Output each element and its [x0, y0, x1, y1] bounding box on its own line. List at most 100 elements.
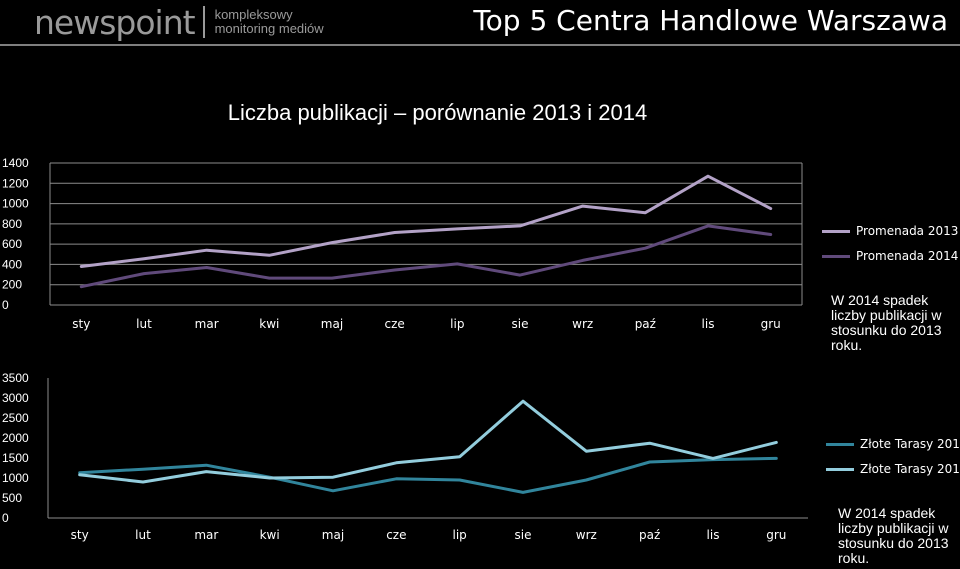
- data-point-promenada-2014: [520, 275, 521, 276]
- zlote-tarasy-x-tick-label: lut: [135, 528, 151, 542]
- data-point-promenada-2013: [394, 232, 395, 233]
- data-point-promenada-2014: [332, 278, 333, 279]
- data-point-zlote-tarasy-2014: [459, 480, 460, 481]
- promenada-y-tick-label: 400: [2, 257, 22, 271]
- legend-swatch-promenada-2014: [822, 255, 850, 258]
- data-point-zlote-tarasy-2013: [79, 474, 80, 475]
- zlote-tarasy-x-tick-label: maj: [322, 528, 344, 542]
- data-point-promenada-2013: [520, 225, 521, 226]
- zlote-tarasy-x-tick-label: cze: [386, 528, 406, 542]
- data-point-promenada-2014: [708, 225, 709, 226]
- promenada-x-tick-label: mar: [195, 317, 219, 331]
- zlote-tarasy-y-tick-label: 1000: [2, 471, 29, 485]
- promenada-y-tick-label: 800: [2, 217, 22, 231]
- zlote-tarasy-chart: 0 500 1000 1500 2000 2500 3000 3500 sty lut mar kwi…: [0, 368, 810, 558]
- zlote-tarasy-x-tick-label: lip: [453, 528, 467, 542]
- data-point-zlote-tarasy-2014: [79, 472, 80, 473]
- data-point-zlote-tarasy-2014: [333, 490, 334, 491]
- data-point-zlote-tarasy-2014: [523, 492, 524, 493]
- legend-zlote-tarasy-2013: Złote Tarasy 2013: [826, 462, 960, 476]
- legend-promenada-2014: Promenada 2014: [822, 249, 958, 263]
- promenada-y-tick-label: 1400: [2, 156, 29, 170]
- zlote-tarasy-y-tick-label: 2500: [2, 411, 29, 425]
- legend-label-zlote-tarasy-2014: Złote Tarasy 2014: [860, 437, 960, 451]
- promenada-y-tick-label: 600: [2, 237, 22, 251]
- data-point-promenada-2013: [645, 212, 646, 213]
- legend-label-promenada-2013: Promenada 2013: [856, 224, 958, 238]
- page-title: Top 5 Centra Handlowe Warszawa: [473, 4, 948, 37]
- data-point-zlote-tarasy-2013: [459, 456, 460, 457]
- chart-title: Liczba publikacji – porównanie 2013 i 20…: [0, 100, 875, 126]
- data-point-promenada-2014: [770, 234, 771, 235]
- promenada-x-tick-label: sty: [72, 317, 90, 331]
- promenada-y-tick-label: 1200: [2, 176, 29, 190]
- data-point-zlote-tarasy-2013: [586, 451, 587, 452]
- legend-promenada-2013: Promenada 2013: [822, 224, 958, 238]
- legend-label-promenada-2014: Promenada 2014: [856, 249, 958, 263]
- promenada-x-tick-label: gru: [761, 317, 781, 331]
- data-point-zlote-tarasy-2013: [143, 482, 144, 483]
- data-point-promenada-2014: [645, 248, 646, 249]
- header-bar: newspoint kompleksowy monitoring mediów …: [0, 0, 960, 44]
- series-line-promenada-2013: [81, 176, 770, 266]
- data-point-promenada-2014: [144, 273, 145, 274]
- data-point-promenada-2013: [770, 208, 771, 209]
- data-point-promenada-2014: [457, 263, 458, 264]
- promenada-x-tick-label: cze: [385, 317, 405, 331]
- data-point-zlote-tarasy-2014: [206, 465, 207, 466]
- data-point-promenada-2013: [332, 242, 333, 243]
- legend-swatch-promenada-2013: [822, 230, 850, 233]
- legend-swatch-zlote-tarasy-2014: [826, 443, 854, 446]
- zlote-tarasy-y-tick-label: 500: [2, 491, 22, 505]
- data-point-promenada-2014: [582, 260, 583, 261]
- data-point-zlote-tarasy-2013: [269, 478, 270, 479]
- data-point-zlote-tarasy-2014: [776, 458, 777, 459]
- zlote-tarasy-x-tick-label: gru: [766, 528, 786, 542]
- promenada-x-tick-label: paź: [635, 317, 656, 331]
- series-line-promenada-2014: [81, 226, 770, 287]
- data-point-zlote-tarasy-2013: [333, 477, 334, 478]
- promenada-x-tick-label: lis: [702, 317, 715, 331]
- data-point-zlote-tarasy-2013: [776, 442, 777, 443]
- zlote-tarasy-x-tick-label: mar: [194, 528, 218, 542]
- data-point-zlote-tarasy-2014: [396, 478, 397, 479]
- zlote-tarasy-x-tick-label: wrz: [576, 528, 597, 542]
- legend-label-zlote-tarasy-2013: Złote Tarasy 2013: [860, 462, 960, 476]
- data-point-promenada-2014: [81, 286, 82, 287]
- zlote-tarasy-note: W 2014 spadek liczby publikacji w stosun…: [838, 506, 958, 566]
- promenada-y-tick-label: 200: [2, 278, 22, 292]
- zlote-tarasy-y-tick-label: 0: [2, 511, 9, 525]
- data-point-zlote-tarasy-2014: [143, 469, 144, 470]
- promenada-y-tick-label: 1000: [2, 197, 29, 211]
- zlote-tarasy-y-tick-label: 2000: [2, 431, 29, 445]
- data-point-promenada-2014: [269, 278, 270, 279]
- legend-swatch-zlote-tarasy-2013: [826, 468, 854, 471]
- data-point-promenada-2013: [269, 255, 270, 256]
- data-point-promenada-2013: [206, 250, 207, 251]
- zlote-tarasy-x-tick-label: sty: [71, 528, 89, 542]
- promenada-x-tick-label: lut: [136, 317, 152, 331]
- data-point-promenada-2013: [457, 228, 458, 229]
- data-point-promenada-2014: [394, 270, 395, 271]
- zlote-tarasy-x-tick-label: paź: [639, 528, 660, 542]
- newspoint-logo: newspoint kompleksowy monitoring mediów: [34, 2, 324, 42]
- data-point-zlote-tarasy-2013: [206, 471, 207, 472]
- data-point-promenada-2013: [144, 258, 145, 259]
- promenada-x-tick-label: wrz: [572, 317, 593, 331]
- legend-zlote-tarasy-2014: Złote Tarasy 2014: [826, 437, 960, 451]
- zlote-tarasy-x-tick-label: sie: [515, 528, 532, 542]
- zlote-tarasy-y-tick-label: 3000: [2, 391, 29, 405]
- logo-tagline-line1: kompleksowy: [215, 8, 324, 22]
- data-point-promenada-2013: [582, 206, 583, 207]
- data-point-promenada-2013: [708, 176, 709, 177]
- series-line-zlote-tarasy-2013: [80, 401, 777, 482]
- data-point-zlote-tarasy-2013: [523, 401, 524, 402]
- data-point-zlote-tarasy-2013: [649, 443, 650, 444]
- promenada-x-tick-label: sie: [512, 317, 529, 331]
- data-point-zlote-tarasy-2013: [396, 462, 397, 463]
- promenada-x-tick-label: lip: [450, 317, 464, 331]
- data-point-promenada-2014: [206, 267, 207, 268]
- promenada-x-tick-label: maj: [321, 317, 343, 331]
- zlote-tarasy-y-tick-label: 3500: [2, 371, 29, 385]
- promenada-x-tick-label: kwi: [259, 317, 279, 331]
